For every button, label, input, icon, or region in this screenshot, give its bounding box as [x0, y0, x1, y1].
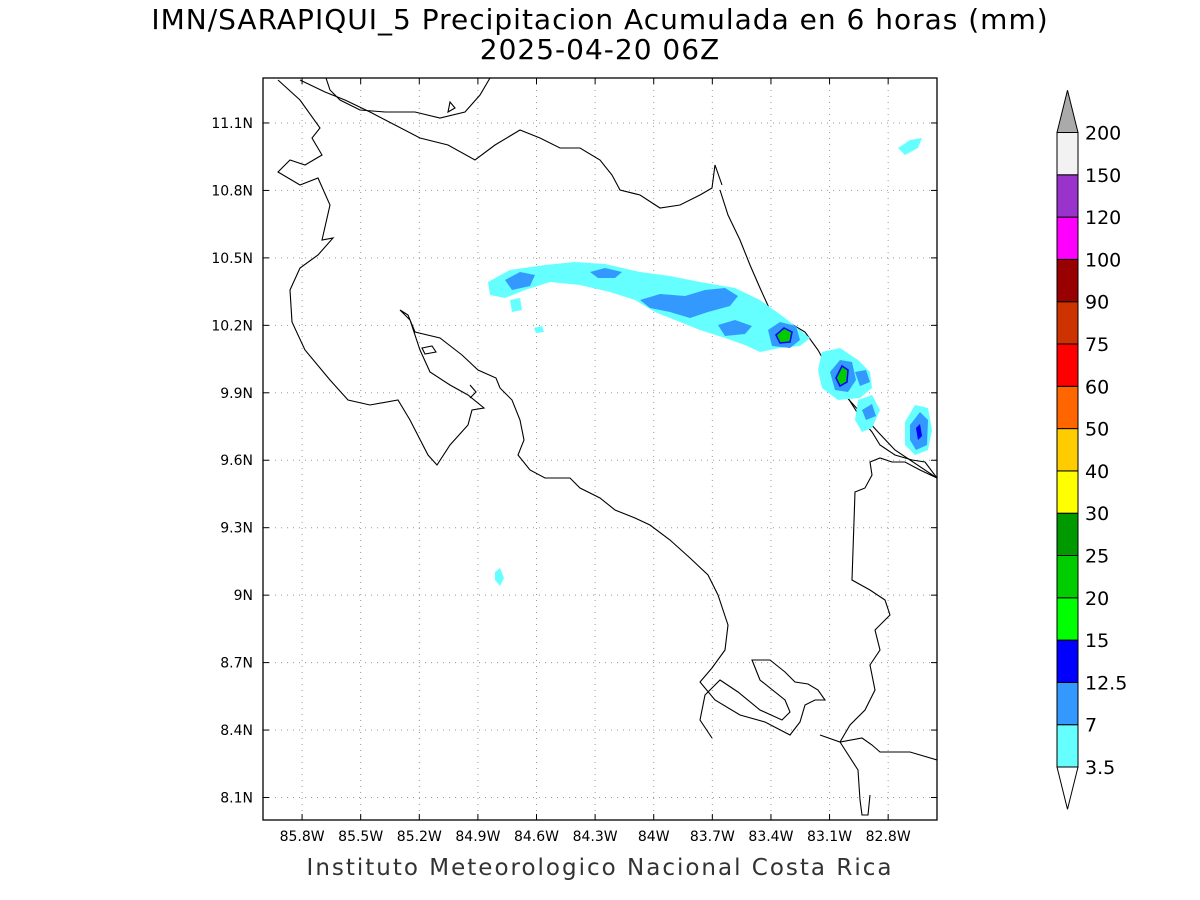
colorbar-swatch	[1056, 555, 1079, 599]
colorbar-label: 12.5	[1085, 672, 1127, 694]
colorbar-swatch	[1056, 343, 1079, 387]
lon-tick-label: 85.8W	[280, 829, 325, 845]
colorbar-swatch	[1056, 512, 1079, 557]
colorbar-label: 60	[1085, 376, 1109, 398]
colorbar-swatch	[1056, 385, 1079, 430]
colorbar: 3.5 7 12.5 15 20 25 30 40 50 60 75 90 100 120 150 200	[1056, 90, 1127, 810]
rain-band-moderate-1	[505, 272, 535, 290]
precipitation-layer	[488, 138, 932, 586]
rain-cell-moderate-8	[862, 404, 876, 420]
lon-tick-label: 84.3W	[573, 829, 618, 845]
pacific-coastline	[277, 79, 827, 739]
colorbar-label: 75	[1085, 334, 1109, 356]
island-1	[447, 100, 456, 114]
lat-tick-label: 8.1N	[220, 791, 253, 807]
rain-cell-moderate-7	[855, 370, 870, 386]
lat-tick-label: 10.5N	[211, 251, 253, 267]
colorbar-swatch	[1056, 216, 1079, 260]
colorbar-swatch	[1056, 428, 1079, 472]
lon-tick-label: 83.7W	[690, 829, 735, 845]
lon-tick-label: 85.5W	[338, 829, 383, 845]
lat-tick-label: 9N	[234, 588, 253, 604]
coastlines	[277, 78, 937, 816]
nicaragua-lake-shore	[325, 78, 491, 119]
rain-band-moderate-2	[590, 268, 622, 278]
colorbar-swatch	[1056, 174, 1079, 218]
colorbar-label: 7	[1085, 715, 1097, 737]
lon-tick-label: 83.1W	[807, 829, 852, 845]
lat-tick-label: 9.6N	[220, 453, 253, 469]
lon-tick-label: 84.9W	[455, 829, 500, 845]
chart-subtitle-date: 2025-04-20 06Z	[479, 33, 721, 66]
panama-pacific-border	[839, 741, 871, 816]
nicaragua-border	[299, 79, 723, 209]
colorbar-label: 50	[1085, 419, 1109, 441]
lon-tick-label: 84W	[638, 829, 670, 845]
rain-band-moderate-3	[640, 288, 738, 318]
rain-cell-small-3	[510, 298, 522, 312]
rain-cell-small-2	[534, 326, 544, 333]
lon-tick-label: 82.8W	[866, 829, 911, 845]
colorbar-swatch	[1056, 724, 1079, 768]
lat-tick-label: 9.3N	[220, 521, 253, 537]
lat-tick-label: 9.9N	[220, 386, 253, 402]
colorbar-label: 30	[1085, 503, 1109, 525]
lon-tick-label: 84.6W	[514, 829, 559, 845]
colorbar-label: 150	[1085, 165, 1121, 187]
axis-ticks: 85.8W 85.5W 85.2W 84.9W 84.6W 84.3W 84W 83.7W 83…	[211, 78, 937, 845]
colorbar-swatch	[1056, 301, 1079, 345]
rain-core-strong-3	[916, 424, 922, 440]
colorbar-swatch	[1056, 132, 1079, 176]
colorbar-bottom-arrow	[1056, 766, 1079, 810]
colorbar-label: 20	[1085, 588, 1109, 610]
colorbar-label: 40	[1085, 461, 1109, 483]
lat-tick-label: 10.2N	[211, 318, 253, 334]
colorbar-label: 3.5	[1085, 757, 1115, 779]
lon-tick-label: 85.2W	[397, 829, 442, 845]
lon-tick-label: 83.4W	[748, 829, 793, 845]
colorbar-label: 120	[1085, 207, 1121, 229]
colorbar-top-arrow	[1056, 90, 1079, 133]
island-2	[421, 345, 437, 355]
map-frame	[262, 77, 938, 821]
colorbar-label: 200	[1085, 123, 1121, 145]
map-grid	[263, 78, 937, 820]
colorbar-swatch	[1056, 681, 1079, 726]
colorbar-label: 15	[1085, 630, 1109, 652]
colorbar-label: 100	[1085, 249, 1121, 271]
nicoya-gulf	[469, 384, 477, 399]
lat-tick-label: 8.4N	[220, 723, 253, 739]
rain-cell-small-1	[495, 568, 504, 586]
lat-tick-label: 8.7N	[220, 656, 253, 672]
lat-tick-label: 10.8N	[211, 183, 253, 199]
colorbar-swatch	[1056, 597, 1079, 641]
colorbar-swatch	[1056, 470, 1079, 514]
colorbar-swatch	[1056, 639, 1079, 683]
rain-core-strong-2	[835, 364, 849, 388]
chart-title: IMN/SARAPIQUI_5 Precipitacion Acumulada …	[151, 3, 1049, 36]
rain-cell-north-east	[898, 138, 922, 155]
rain-band-moderate-4	[718, 320, 752, 336]
colorbar-label: 90	[1085, 292, 1109, 314]
colorbar-label: 25	[1085, 546, 1109, 568]
footer-credit: Instituto Meteorologico Nacional Costa R…	[306, 855, 894, 881]
lat-tick-label: 11.1N	[211, 116, 253, 132]
colorbar-swatch	[1056, 258, 1079, 303]
pacific-coast-south	[819, 734, 937, 761]
rain-core-strong-1	[775, 327, 793, 344]
